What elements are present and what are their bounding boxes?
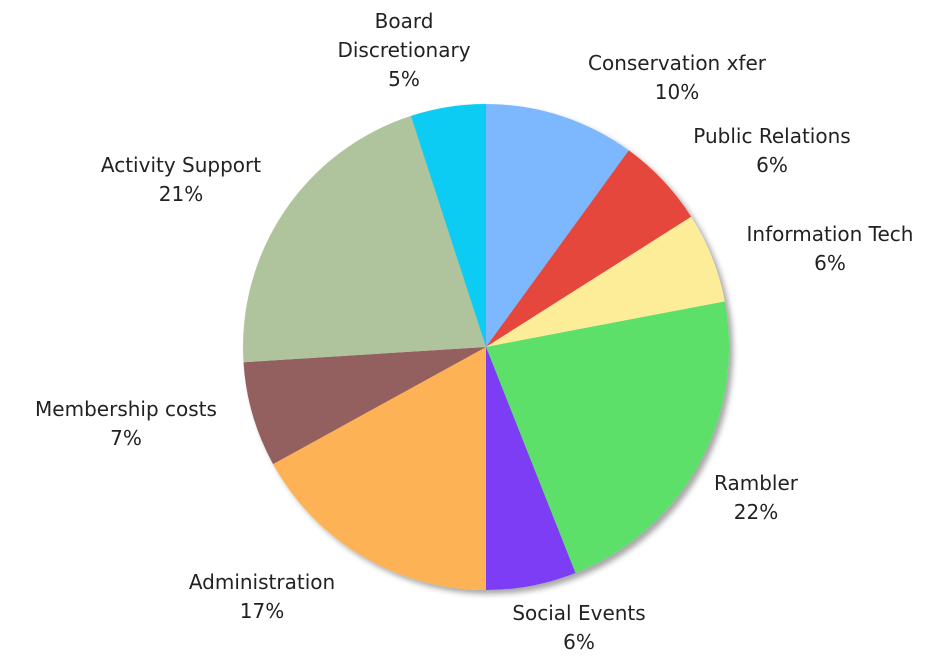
slice-value-label: 7% <box>110 426 142 450</box>
slice-label-text: Conservation xfer <box>588 51 767 75</box>
slice-label-text: Board <box>375 9 434 33</box>
slice-value-label: 5% <box>388 67 420 91</box>
slice-label-text: Social Events <box>512 601 645 625</box>
slice-value-label: 6% <box>563 630 595 654</box>
slice-label-activity-support: Activity Support 21% <box>101 153 261 206</box>
slice-label-text: Activity Support <box>101 153 261 177</box>
slice-value-label: 22% <box>734 500 778 524</box>
pie-slice-membership-costs <box>243 347 486 465</box>
slice-value-label: 21% <box>159 182 203 206</box>
slice-label-text: Membership costs <box>35 397 217 421</box>
pie-slice-public-relations <box>486 150 692 347</box>
slice-label-board-discretionary: Board Discretionary 5% <box>337 9 470 91</box>
pie-slices <box>243 104 730 590</box>
slice-label-text: Public Relations <box>693 124 850 148</box>
slice-label-text: Information Tech <box>747 222 914 246</box>
pie-slice-board-discretionary <box>410 104 486 347</box>
slice-label-text: Rambler <box>714 471 799 495</box>
slice-value-label: 6% <box>814 251 846 275</box>
slice-label-public-relations: Public Relations 6% <box>693 124 850 177</box>
slice-value-label: 17% <box>240 599 284 623</box>
slice-label-membership-costs: Membership costs 7% <box>35 397 217 450</box>
slice-label-information-tech: Information Tech 6% <box>747 222 914 275</box>
slice-label-social-events: Social Events 6% <box>512 601 645 654</box>
pie-slice-rambler <box>486 301 730 573</box>
slice-label-conservation-xfer: Conservation xfer 10% <box>588 51 767 104</box>
pie-slice-conservation-xfer <box>486 104 629 347</box>
slice-label-rambler: Rambler 22% <box>714 471 799 524</box>
slice-label-text: Discretionary <box>337 38 470 62</box>
slice-label-text: Administration <box>189 570 335 594</box>
slice-label-administration: Administration 17% <box>189 570 335 623</box>
slice-value-label: 6% <box>756 153 788 177</box>
pie-slice-social-events <box>486 347 576 590</box>
pie-slice-administration <box>273 347 486 590</box>
slice-value-label: 10% <box>655 80 699 104</box>
pie-slice-information-tech <box>486 216 725 347</box>
pie-slice-activity-support <box>243 115 486 363</box>
